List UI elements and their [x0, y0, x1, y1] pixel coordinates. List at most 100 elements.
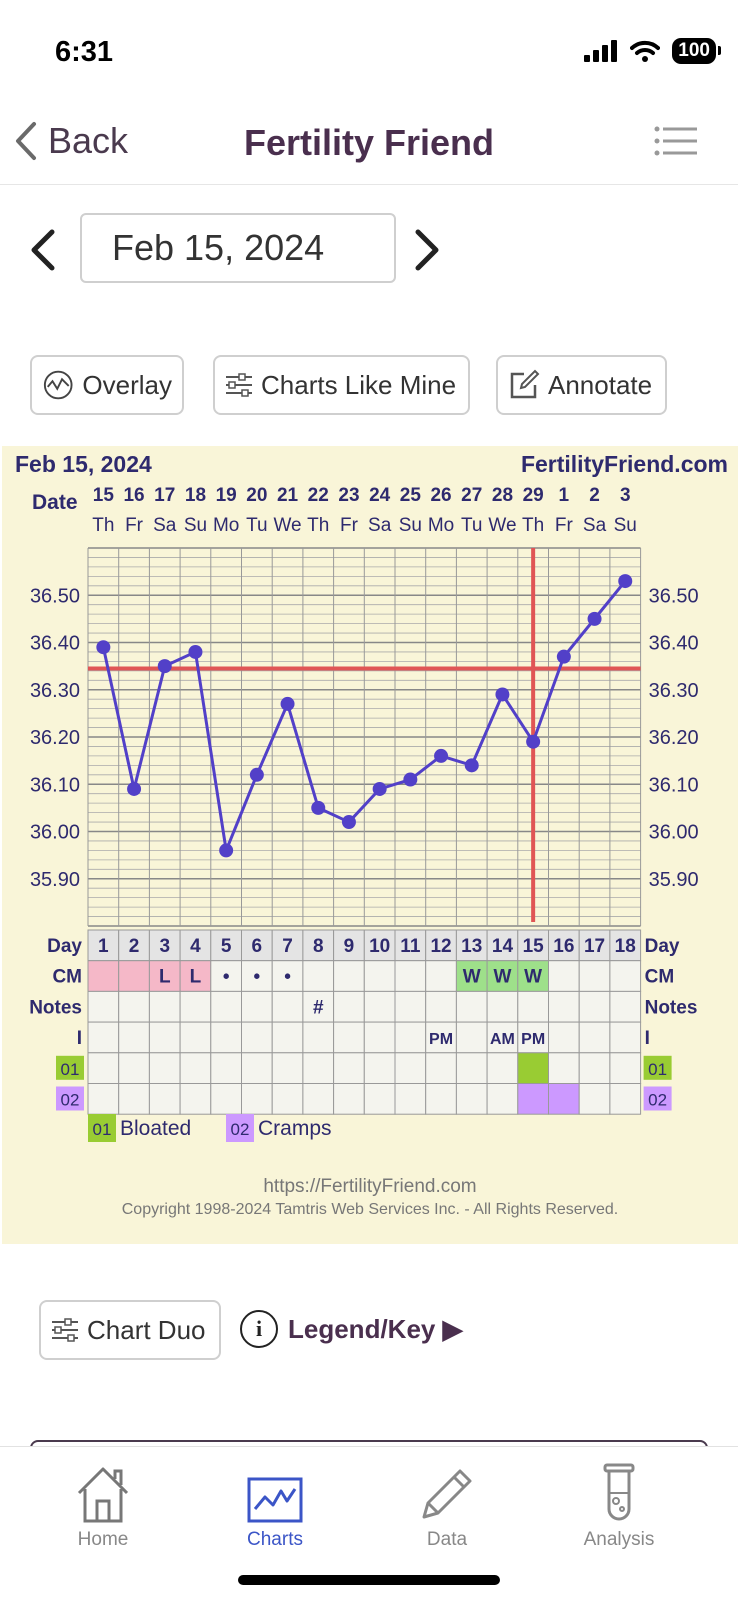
- temperature-point: [341, 815, 356, 830]
- row-cell-text: PM: [429, 1031, 453, 1048]
- row-cell: [363, 990, 396, 1023]
- temperature-point: [587, 611, 602, 626]
- legend-code: 01: [93, 1120, 112, 1139]
- row-cell: [455, 1021, 488, 1054]
- row-cell-text: 17: [584, 936, 605, 957]
- row-label: Notes: [645, 997, 698, 1018]
- weekday-label: We: [273, 515, 301, 536]
- tab-data[interactable]: Data: [372, 1447, 522, 1551]
- y-tick-label: 35.90: [649, 869, 699, 891]
- previous-date-button[interactable]: [28, 228, 58, 272]
- date-label: 2: [589, 485, 600, 506]
- menu-icon[interactable]: [654, 126, 698, 156]
- row-cell-text: 2: [129, 936, 140, 957]
- chart-brand: FertilityFriend.com: [521, 451, 728, 477]
- tab-home[interactable]: Home: [28, 1447, 178, 1551]
- overlay-button[interactable]: Overlay: [30, 355, 184, 415]
- temperature-point: [127, 781, 142, 796]
- date-label: 19: [216, 485, 237, 506]
- back-button[interactable]: Back: [14, 120, 128, 162]
- charts-icon: [247, 1477, 303, 1523]
- weekday-label: Mo: [213, 515, 239, 536]
- info-icon: i: [240, 1310, 278, 1348]
- row-cell: [609, 1083, 642, 1115]
- row-cell: [394, 990, 427, 1023]
- row-cell: [302, 1052, 335, 1084]
- row-cell: [210, 1083, 243, 1115]
- annotate-button[interactable]: Annotate: [496, 355, 667, 415]
- date-selector: Feb 15, 2024: [0, 200, 738, 300]
- y-tick-label: 36.10: [649, 774, 699, 796]
- row-cell: [118, 1052, 150, 1084]
- date-label: 29: [523, 485, 544, 506]
- weekday-label: Fr: [340, 515, 359, 536]
- tab-analysis[interactable]: Analysis: [544, 1447, 694, 1551]
- legend-key-label: Legend/Key ▶: [288, 1313, 463, 1344]
- row-label: CM: [645, 967, 675, 988]
- weekday-label: We: [488, 515, 516, 536]
- y-tick-label: 36.40: [649, 633, 699, 655]
- row-label: 01: [61, 1060, 80, 1079]
- row-cell: [548, 1052, 580, 1084]
- charts-like-mine-button[interactable]: Charts Like Mine: [213, 355, 470, 415]
- row-cell: [425, 990, 457, 1023]
- row-cell: [148, 990, 181, 1023]
- row-cell: [148, 1021, 181, 1054]
- row-cell-text: 3: [159, 936, 170, 957]
- y-tick-label: 36.40: [30, 633, 80, 655]
- row-cell-text: L: [190, 967, 202, 988]
- row-label-badge: [643, 1086, 672, 1111]
- temperature-point: [495, 687, 510, 702]
- date-label: 27: [461, 485, 482, 506]
- row-cell-text: #: [313, 997, 324, 1018]
- row-cell: [271, 990, 304, 1023]
- row-cell: [87, 1083, 120, 1115]
- home-indicator: [238, 1575, 500, 1585]
- copyright: Copyright 1998-2024 Tamtris Web Services…: [122, 1201, 619, 1218]
- row-cell: [517, 960, 549, 992]
- date-label: 18: [185, 485, 206, 506]
- row-cell-text: 14: [492, 936, 514, 957]
- row-cell: [302, 960, 335, 992]
- row-cell: [241, 929, 273, 962]
- temperature-point: [464, 758, 479, 773]
- weekday-label: Sa: [153, 515, 177, 536]
- legend-key-link[interactable]: i Legend/Key ▶: [240, 1310, 463, 1348]
- row-cell-text: •: [254, 967, 261, 988]
- temperature-point: [219, 843, 234, 858]
- row-cell: [394, 1083, 427, 1115]
- row-cell-text: W: [524, 967, 542, 988]
- row-cell: [486, 960, 519, 992]
- wifi-icon: [630, 40, 661, 62]
- overlay-icon: [43, 370, 73, 400]
- row-cell: [609, 929, 642, 962]
- row-cell: [394, 960, 427, 992]
- date-field[interactable]: Feb 15, 2024: [80, 213, 396, 283]
- y-tick-label: 36.30: [30, 680, 80, 702]
- chart-duo-button[interactable]: Chart Duo: [39, 1300, 221, 1360]
- chart-duo-label: Chart Duo: [87, 1314, 206, 1345]
- y-tick-label: 36.00: [30, 822, 80, 844]
- row-cell: [302, 1021, 335, 1054]
- row-label-badge: [643, 1055, 672, 1080]
- row-cell-text: W: [463, 967, 481, 988]
- row-cell: [578, 1021, 611, 1054]
- row-cell: [333, 1021, 365, 1054]
- row-cell: [271, 1083, 304, 1115]
- date-label: 24: [369, 485, 391, 506]
- next-date-button[interactable]: [412, 228, 442, 272]
- row-cell-text: 15: [523, 936, 545, 957]
- temperature-point: [403, 772, 418, 787]
- chart-title: Feb 15, 2024: [15, 451, 152, 477]
- weekday-label: Fr: [125, 515, 144, 536]
- row-label-badge: [56, 1055, 84, 1080]
- temperature-point: [556, 649, 571, 664]
- tab-charts[interactable]: Charts: [200, 1447, 350, 1551]
- row-cell-text: 10: [369, 936, 390, 957]
- date-label: 22: [308, 485, 329, 506]
- row-cell-text: 13: [461, 936, 482, 957]
- weekday-label: Su: [614, 515, 637, 536]
- row-cell: [609, 990, 642, 1023]
- date-label: 15: [93, 485, 115, 506]
- row-cell: [425, 960, 457, 992]
